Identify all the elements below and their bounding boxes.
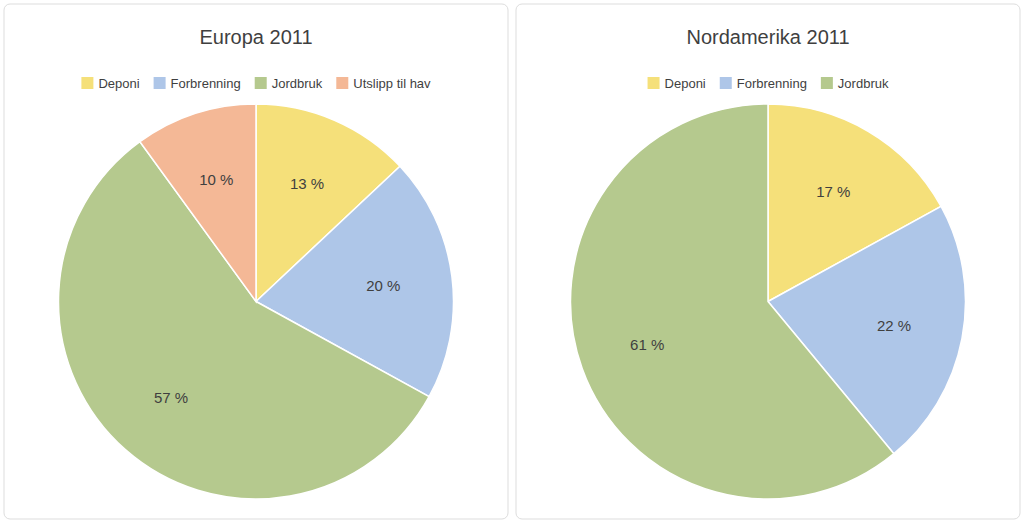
- chart-title: Nordamerika 2011: [686, 26, 849, 48]
- legend-swatch: [720, 77, 732, 89]
- data-label: 10 %: [199, 171, 233, 188]
- data-label: 57 %: [154, 389, 188, 406]
- legend-swatch: [336, 77, 348, 89]
- legend-swatch: [81, 77, 93, 89]
- panel-border: [4, 4, 508, 519]
- legend-item: Deponi: [81, 76, 139, 91]
- pie-slice: [140, 104, 256, 302]
- legend-label: Deponi: [98, 76, 139, 91]
- pie-slice: [570, 104, 893, 499]
- legend-swatch: [821, 77, 833, 89]
- data-label: 61 %: [630, 336, 664, 353]
- legend-item: Jordbruk: [821, 76, 889, 91]
- legend-swatch: [154, 77, 166, 89]
- legend: Deponi Forbrenning Jordbruk Utslipp til hav: [81, 76, 431, 91]
- data-label: 17 %: [816, 183, 850, 200]
- legend-item: Forbrenning: [720, 76, 807, 91]
- data-label: 13 %: [290, 175, 324, 192]
- legend-swatch: [648, 77, 660, 89]
- data-label: 20 %: [366, 277, 400, 294]
- data-labels: 17 % 22 % 61 %: [630, 183, 911, 354]
- data-label: 22 %: [877, 317, 911, 334]
- legend-item: Forbrenning: [154, 76, 241, 91]
- legend-item: Deponi: [648, 76, 706, 91]
- legend-label: Jordbruk: [272, 76, 323, 91]
- slices: [570, 104, 965, 499]
- legend-label: Jordbruk: [838, 76, 889, 91]
- legend-swatch: [255, 77, 267, 89]
- legend: Deponi Forbrenning Jordbruk: [648, 76, 889, 91]
- legend-label: Deponi: [665, 76, 706, 91]
- slices: [59, 104, 454, 499]
- legend-item: Jordbruk: [255, 76, 323, 91]
- legend-label: Forbrenning: [171, 76, 241, 91]
- pie-panel: Europa 2011 Deponi Forbrenning Jordbruk Utsl…: [4, 4, 508, 519]
- chart-title: Europa 2011: [199, 26, 312, 48]
- panel-border: [516, 4, 1020, 519]
- data-labels: 13 % 20 % 57 % 10 %: [154, 171, 400, 406]
- pie-panel: Nordamerika 2011 Deponi Forbrenning Jordbru…: [516, 4, 1020, 519]
- legend-item: Utslipp til hav: [336, 76, 431, 91]
- legend-label: Utslipp til hav: [353, 76, 431, 91]
- legend-label: Forbrenning: [737, 76, 807, 91]
- chart-canvas: Europa 2011 Deponi Forbrenning Jordbruk Utsl…: [0, 0, 1024, 523]
